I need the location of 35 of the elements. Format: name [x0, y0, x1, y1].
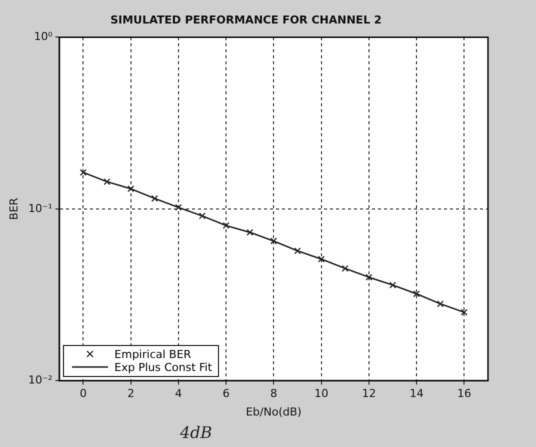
- x-tick-label: 4: [174, 387, 182, 400]
- point: [366, 274, 372, 281]
- x-tick-label: 12: [362, 387, 376, 400]
- point: [294, 247, 301, 254]
- y-tick-label: 10⁻²: [28, 373, 52, 386]
- y-tick-label: 10⁰: [34, 30, 53, 44]
- y-axis-title: BER: [7, 197, 20, 220]
- point: [151, 195, 158, 202]
- x-axis-title: Eb/No(dB): [246, 405, 302, 418]
- point: [104, 178, 110, 186]
- point: [222, 222, 230, 229]
- point: [389, 282, 396, 289]
- point: [460, 308, 468, 316]
- x-tick-label: 0: [80, 387, 87, 400]
- point: [246, 228, 254, 236]
- x-tick-label: 10: [314, 387, 328, 400]
- x-tick-label: 16: [457, 387, 472, 400]
- point: [413, 290, 420, 298]
- point: [198, 212, 206, 220]
- point: [175, 204, 182, 211]
- point: [127, 185, 134, 192]
- point: [318, 256, 325, 263]
- point: [80, 169, 87, 176]
- point: [436, 300, 444, 308]
- point: [342, 265, 349, 272]
- x-tick-label: 8: [270, 387, 278, 400]
- point: [270, 238, 278, 244]
- x-tick-label: 14: [410, 387, 424, 400]
- legend-label: Exp Plus Const Fit: [114, 360, 212, 374]
- legend-label: Empirical BER: [114, 348, 192, 361]
- text: 4dB: [180, 423, 212, 442]
- x-tick-label: 2: [127, 387, 134, 400]
- y-tick-label: 10⁻¹: [28, 202, 52, 215]
- x-tick-label: 6: [222, 387, 230, 400]
- chart-title: SIMULATED PERFORMANCE FOR CHANNEL 2: [110, 13, 382, 26]
